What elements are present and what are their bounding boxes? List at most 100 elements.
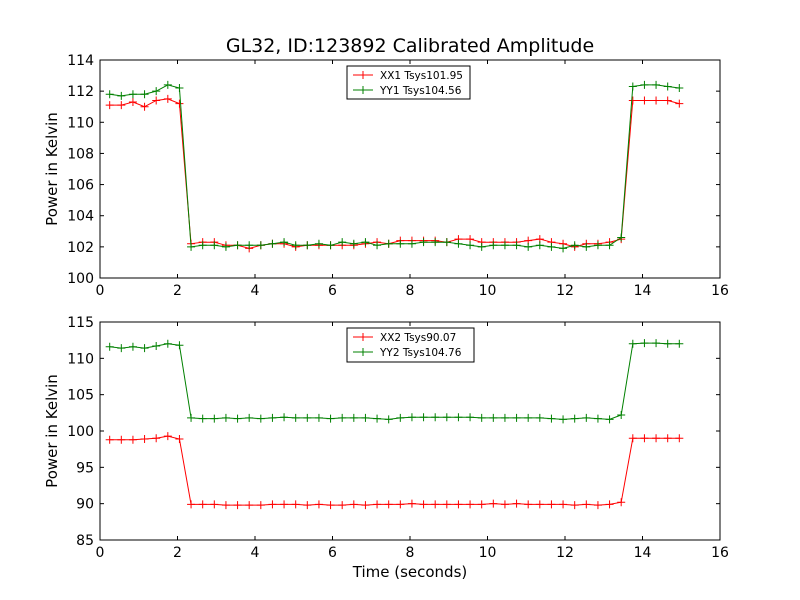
data-point [454,239,463,248]
data-point [291,500,300,509]
x-tick-label: 12 [556,283,574,299]
data-point [407,499,416,508]
data-point [442,413,451,422]
data-point [338,501,347,510]
x-axis-label: Time (seconds) [352,563,468,581]
data-point [500,500,509,509]
data-point [431,500,440,509]
data-point [221,501,230,510]
data-point [628,434,637,443]
series-green [105,80,684,253]
legend-label: YY2 Tsys104.76 [379,347,462,359]
data-point [559,500,568,509]
data-point [280,238,289,247]
data-point [152,87,161,96]
data-point [547,500,556,509]
x-tick-label: 12 [556,545,574,561]
y-tick-label: 105 [67,388,94,404]
data-point [140,344,149,353]
data-point [489,413,498,422]
data-point [326,501,335,510]
data-point [477,500,486,509]
data-point [640,96,649,105]
data-point [187,413,196,422]
data-point [280,413,289,422]
x-tick-label: 14 [634,545,652,561]
data-point [605,500,614,509]
y-tick-label: 110 [67,351,94,367]
data-point [280,500,289,509]
y-tick-label: 114 [67,53,94,69]
y-tick-label: 102 [67,240,94,256]
data-point [652,339,661,348]
data-point [175,84,184,93]
data-point [419,238,428,247]
data-point [105,90,114,99]
data-point [593,501,602,510]
data-point [500,413,509,422]
data-point [210,500,219,509]
x-tick-label: 16 [711,545,729,561]
data-point [652,434,661,443]
data-point [152,434,161,443]
x-tick-label: 2 [173,545,182,561]
data-point [640,80,649,89]
data-point [373,241,382,250]
data-point [245,501,254,510]
legend-label: XX1 Tsys101.95 [380,70,463,82]
y-tick-label: 100 [67,424,94,440]
data-point [326,414,335,423]
data-point [675,84,684,93]
data-point [314,500,323,509]
data-point [524,413,533,422]
y-tick-label: 110 [67,115,94,131]
data-point [570,414,579,423]
data-point [419,413,428,422]
data-point [652,96,661,105]
data-point [105,101,114,110]
data-point [535,241,544,250]
y-tick-label: 106 [67,178,94,194]
data-point [256,501,265,510]
data-point [198,241,207,250]
top-panel: 0 2 4 6 8 10 12 14 16 100 102 104 106 108 110 112 114 Pow… [43,53,729,299]
x-tick-label: 2 [173,283,182,299]
data-point [547,414,556,423]
data-point [396,413,405,422]
x-tick-label: 8 [406,545,415,561]
data-point [605,415,614,424]
data-point [198,414,207,423]
data-point [105,435,114,444]
data-point [431,238,440,247]
x-tick-label: 4 [251,283,260,299]
data-point [652,80,661,89]
data-point [268,413,277,422]
data-point [442,238,451,247]
data-point [640,339,649,348]
data-point [245,413,254,422]
data-point [117,435,126,444]
data-point [210,241,219,250]
data-point [349,500,358,509]
data-point [128,98,137,107]
data-point [233,414,242,423]
data-point [175,341,184,350]
legend-marker [359,71,367,79]
data-point [477,413,486,422]
data-point [605,241,614,250]
y-tick-label: 104 [67,209,94,225]
data-point [454,413,463,422]
legend-box [346,327,475,363]
data-point [105,342,114,351]
y-tick-label: 108 [67,146,94,162]
x-tick-label: 6 [328,545,337,561]
data-point [163,94,172,103]
data-point [361,501,370,510]
x-tick-label: 16 [711,283,729,299]
data-point [338,238,347,247]
data-point [384,500,393,509]
x-tick-label: 0 [96,545,105,561]
data-point [187,500,196,509]
data-point [535,500,544,509]
